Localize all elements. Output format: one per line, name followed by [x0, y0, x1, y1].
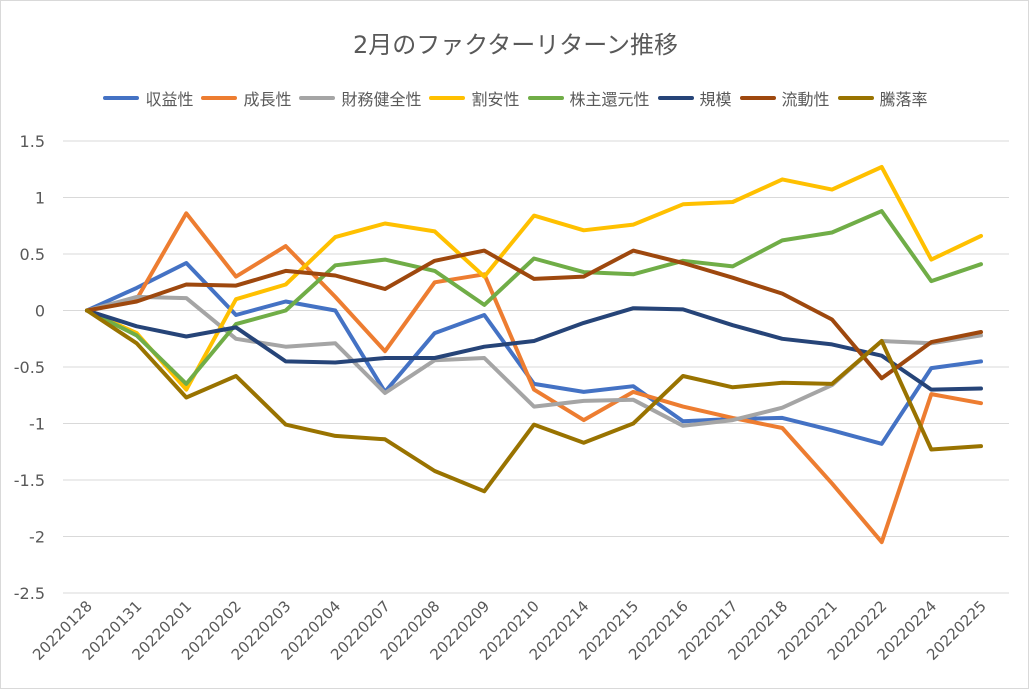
- series-line: [85, 211, 983, 545]
- legend-swatch: [201, 96, 238, 100]
- y-tick-label: -0.5: [14, 358, 45, 377]
- series-line: [85, 209, 983, 386]
- y-tick-label: -1: [29, 415, 45, 434]
- series-line: [85, 248, 983, 381]
- y-tick-label: -1.5: [14, 471, 45, 490]
- y-tick-label: 1.5: [20, 132, 45, 151]
- legend: 収益性 成長性 財務健全性 割安性 株主還元性 規模 流動性 騰落率: [1, 85, 1029, 111]
- legend-label: 成長性: [243, 90, 292, 109]
- legend-swatch: [299, 96, 336, 100]
- legend-swatch: [527, 96, 564, 100]
- legend-label: 割安性: [471, 90, 520, 109]
- y-tick-label: 0.5: [20, 245, 45, 264]
- legend-item: 収益性: [103, 86, 193, 110]
- legend-item: 騰落率: [837, 86, 928, 110]
- legend-swatch: [657, 96, 694, 100]
- legend-label: 株主還元性: [569, 90, 650, 109]
- legend-swatch: [429, 96, 466, 100]
- y-tick-label: 1: [35, 189, 45, 208]
- legend-swatch: [739, 96, 776, 100]
- legend-item: 財務健全性: [299, 86, 421, 110]
- series-line: [85, 261, 983, 446]
- legend-swatch: [837, 96, 874, 100]
- y-tick-label: -2.5: [14, 584, 45, 603]
- legend-label: 規模: [699, 90, 732, 109]
- legend-label: 騰落率: [879, 90, 928, 109]
- legend-label: 収益性: [145, 90, 194, 109]
- series-line: [85, 294, 983, 428]
- series-line: [85, 165, 983, 392]
- legend-item: 割安性: [429, 86, 520, 110]
- y-tick-label: 0: [35, 302, 45, 321]
- series-line: [85, 306, 983, 392]
- legend-item: 株主還元性: [527, 86, 650, 110]
- y-tick-label: -2: [29, 528, 45, 547]
- legend-swatch: [103, 96, 140, 100]
- legend-label: 財務健全性: [341, 90, 422, 109]
- series-line: [85, 308, 983, 494]
- legend-item: 成長性: [201, 86, 291, 110]
- legend-label: 流動性: [781, 90, 830, 109]
- legend-item: 流動性: [739, 86, 830, 110]
- legend-item: 規模: [657, 86, 732, 110]
- chart-title: 2月のファクターリターン推移: [352, 31, 679, 59]
